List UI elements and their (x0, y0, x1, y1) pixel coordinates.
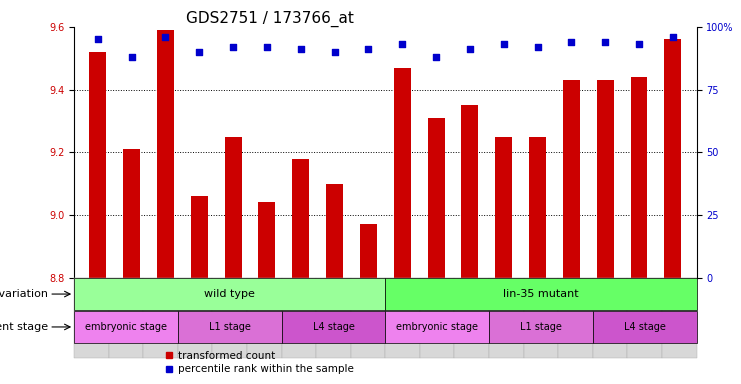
Text: development stage: development stage (0, 322, 49, 332)
Point (295, 46, 307, 53)
FancyBboxPatch shape (316, 278, 350, 358)
FancyBboxPatch shape (385, 311, 489, 343)
Text: genotype/variation: genotype/variation (0, 289, 49, 299)
Bar (631, 77, 648, 278)
Point (227, 44, 239, 50)
Text: embryonic stage: embryonic stage (85, 322, 167, 332)
FancyBboxPatch shape (454, 278, 489, 358)
Bar (292, 159, 309, 278)
FancyBboxPatch shape (109, 278, 143, 358)
Text: lin-35 mutant: lin-35 mutant (503, 289, 579, 299)
Bar (157, 30, 174, 278)
Point (667, 34, 679, 40)
FancyBboxPatch shape (489, 311, 593, 343)
Bar (597, 80, 614, 278)
Bar (393, 68, 411, 278)
FancyBboxPatch shape (385, 278, 697, 310)
Point (329, 49, 341, 55)
FancyBboxPatch shape (628, 278, 662, 358)
Bar (225, 137, 242, 278)
Bar (529, 137, 546, 278)
FancyBboxPatch shape (558, 278, 593, 358)
Text: L4 stage: L4 stage (313, 322, 354, 332)
FancyBboxPatch shape (524, 278, 558, 358)
FancyBboxPatch shape (282, 278, 316, 358)
FancyBboxPatch shape (662, 278, 697, 358)
Text: L4 stage: L4 stage (624, 322, 665, 332)
Bar (462, 105, 479, 278)
Text: L1 stage: L1 stage (520, 322, 562, 332)
Point (261, 44, 273, 50)
FancyBboxPatch shape (385, 278, 420, 358)
Point (396, 41, 408, 48)
FancyBboxPatch shape (593, 311, 697, 343)
FancyBboxPatch shape (420, 278, 454, 358)
Point (159, 34, 171, 40)
Bar (665, 40, 681, 278)
Bar (259, 202, 276, 278)
Bar (326, 184, 343, 278)
Point (633, 41, 645, 48)
Text: wild type: wild type (205, 289, 255, 299)
Point (464, 46, 476, 53)
Bar (123, 149, 140, 278)
Bar (428, 118, 445, 278)
FancyBboxPatch shape (213, 278, 247, 358)
Bar (360, 224, 377, 278)
Text: GDS2751 / 173766_at: GDS2751 / 173766_at (186, 11, 354, 27)
FancyBboxPatch shape (74, 311, 178, 343)
Bar (90, 52, 106, 278)
FancyBboxPatch shape (74, 278, 385, 310)
Text: L1 stage: L1 stage (209, 322, 250, 332)
Point (362, 46, 374, 53)
Bar (563, 80, 579, 278)
Point (430, 54, 442, 60)
Text: embryonic stage: embryonic stage (396, 322, 478, 332)
FancyBboxPatch shape (178, 311, 282, 343)
FancyBboxPatch shape (247, 278, 282, 358)
Point (498, 41, 510, 48)
FancyBboxPatch shape (350, 278, 385, 358)
Point (126, 54, 138, 60)
FancyBboxPatch shape (178, 278, 213, 358)
Legend: transformed count, percentile rank within the sample: transformed count, percentile rank withi… (160, 347, 358, 379)
Point (531, 44, 543, 50)
Bar (495, 137, 512, 278)
FancyBboxPatch shape (143, 278, 178, 358)
Bar (191, 196, 207, 278)
FancyBboxPatch shape (593, 278, 628, 358)
FancyBboxPatch shape (74, 278, 109, 358)
Point (565, 39, 577, 45)
FancyBboxPatch shape (489, 278, 524, 358)
Point (599, 39, 611, 45)
FancyBboxPatch shape (282, 311, 385, 343)
FancyBboxPatch shape (74, 278, 697, 358)
Point (92, 36, 104, 43)
Point (193, 49, 205, 55)
